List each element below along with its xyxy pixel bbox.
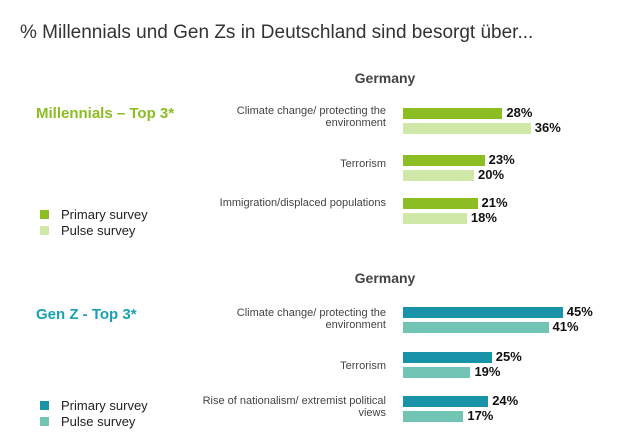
category-label: Terrorism [340,158,386,170]
bar-pulse [403,170,474,181]
chart-title: Germany [354,70,416,86]
legend-label: Pulse survey [61,222,136,238]
legend-label: Pulse survey [61,413,136,429]
value-label: 23% [488,152,515,167]
bar-pulse [403,367,471,378]
group-label-millennials: Millennials – Top 3* [36,105,175,122]
value-label: 21% [481,195,508,210]
legend-label: Primary survey [61,206,148,222]
bar-primary [403,307,563,318]
value-label: 45% [566,304,593,319]
chart-millennials: Germany Millennials – Top 3* Climate cha… [0,68,630,250]
legend-swatch [40,400,49,410]
bar-primary [403,396,489,407]
legend-label: Primary survey [61,397,148,413]
value-label: 25% [495,349,522,364]
legend-item-pulse: Pulse survey [40,413,148,429]
value-label: 28% [506,105,533,120]
legend: Primary survey Pulse survey [40,397,148,429]
bar-primary [403,352,492,363]
legend-swatch [40,209,49,219]
category-label: Rise of nationalism/ extremist political… [202,395,386,419]
chart-genz: Germany Gen Z - Top 3* Climate change/ p… [0,268,630,444]
category-label: Climate change/ protecting the environme… [236,105,386,129]
value-label: 24% [492,393,519,408]
value-label: 19% [474,364,501,379]
category-label: Immigration/displaced populations [219,197,386,209]
bar-pulse [403,123,531,134]
bar-pulse [403,322,549,333]
bar-pulse [403,411,464,422]
value-label: 41% [552,319,579,334]
legend-item-primary: Primary survey [40,397,148,413]
bar-primary [403,108,503,119]
page-title: % Millennials und Gen Zs in Deutschland … [20,22,534,43]
legend-swatch [40,225,49,235]
bar-primary [403,155,485,166]
legend: Primary survey Pulse survey [40,206,148,238]
chart-title: Germany [354,270,416,286]
value-label: 17% [467,408,494,423]
bar-primary [403,198,478,209]
bar-pulse [403,213,467,224]
category-label: Climate change/ protecting the environme… [236,307,386,331]
legend-swatch [40,416,49,426]
value-label: 36% [534,120,561,135]
group-label-genz: Gen Z - Top 3* [36,306,137,323]
value-label: 20% [478,167,505,182]
value-label: 18% [470,210,497,225]
category-label: Terrorism [340,360,386,372]
legend-item-pulse: Pulse survey [40,222,148,238]
legend-item-primary: Primary survey [40,206,148,222]
